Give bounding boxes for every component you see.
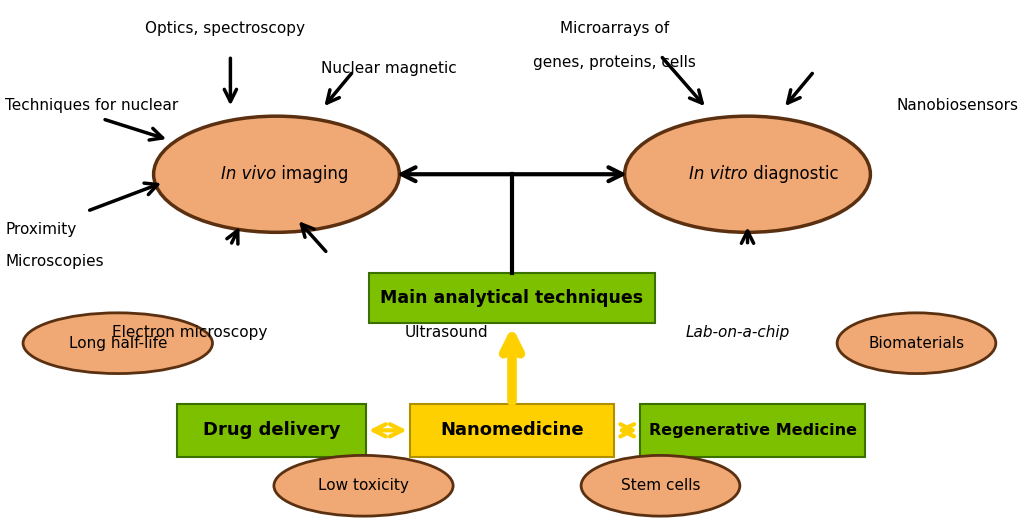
Text: Proximity: Proximity (5, 222, 77, 237)
Ellipse shape (154, 116, 399, 232)
Ellipse shape (582, 455, 740, 516)
Text: Optics, spectroscopy: Optics, spectroscopy (145, 21, 305, 36)
Text: Main analytical techniques: Main analytical techniques (381, 289, 643, 307)
Ellipse shape (838, 313, 996, 374)
Text: Techniques for nuclear: Techniques for nuclear (5, 98, 178, 113)
Text: Nanobiosensors: Nanobiosensors (897, 98, 1019, 113)
Ellipse shape (273, 455, 453, 516)
FancyBboxPatch shape (177, 404, 367, 457)
Text: In vivo: In vivo (221, 165, 276, 183)
Text: diagnostic: diagnostic (748, 165, 839, 183)
Text: Long half-life: Long half-life (69, 336, 167, 351)
FancyBboxPatch shape (640, 404, 865, 457)
Text: Microarrays of: Microarrays of (560, 21, 669, 36)
Text: Regenerative Medicine: Regenerative Medicine (648, 423, 857, 438)
Text: In vitro: In vitro (689, 165, 748, 183)
FancyBboxPatch shape (369, 274, 655, 323)
Text: Nanomedicine: Nanomedicine (440, 421, 584, 439)
Text: Stem cells: Stem cells (621, 478, 700, 493)
Text: Microscopies: Microscopies (5, 254, 103, 269)
Text: Biomaterials: Biomaterials (868, 336, 965, 351)
Text: genes, proteins, cells: genes, proteins, cells (532, 55, 696, 70)
Text: imaging: imaging (276, 165, 349, 183)
Text: Drug delivery: Drug delivery (203, 421, 340, 439)
Text: Lab-on-a-chip: Lab-on-a-chip (685, 325, 790, 340)
Ellipse shape (24, 313, 213, 374)
FancyBboxPatch shape (410, 404, 614, 457)
Ellipse shape (625, 116, 870, 232)
Text: Ultrasound: Ultrasound (404, 325, 488, 340)
Text: Low toxicity: Low toxicity (318, 478, 409, 493)
Text: Electron microscopy: Electron microscopy (112, 325, 267, 340)
Text: Nuclear magnetic: Nuclear magnetic (322, 61, 457, 76)
